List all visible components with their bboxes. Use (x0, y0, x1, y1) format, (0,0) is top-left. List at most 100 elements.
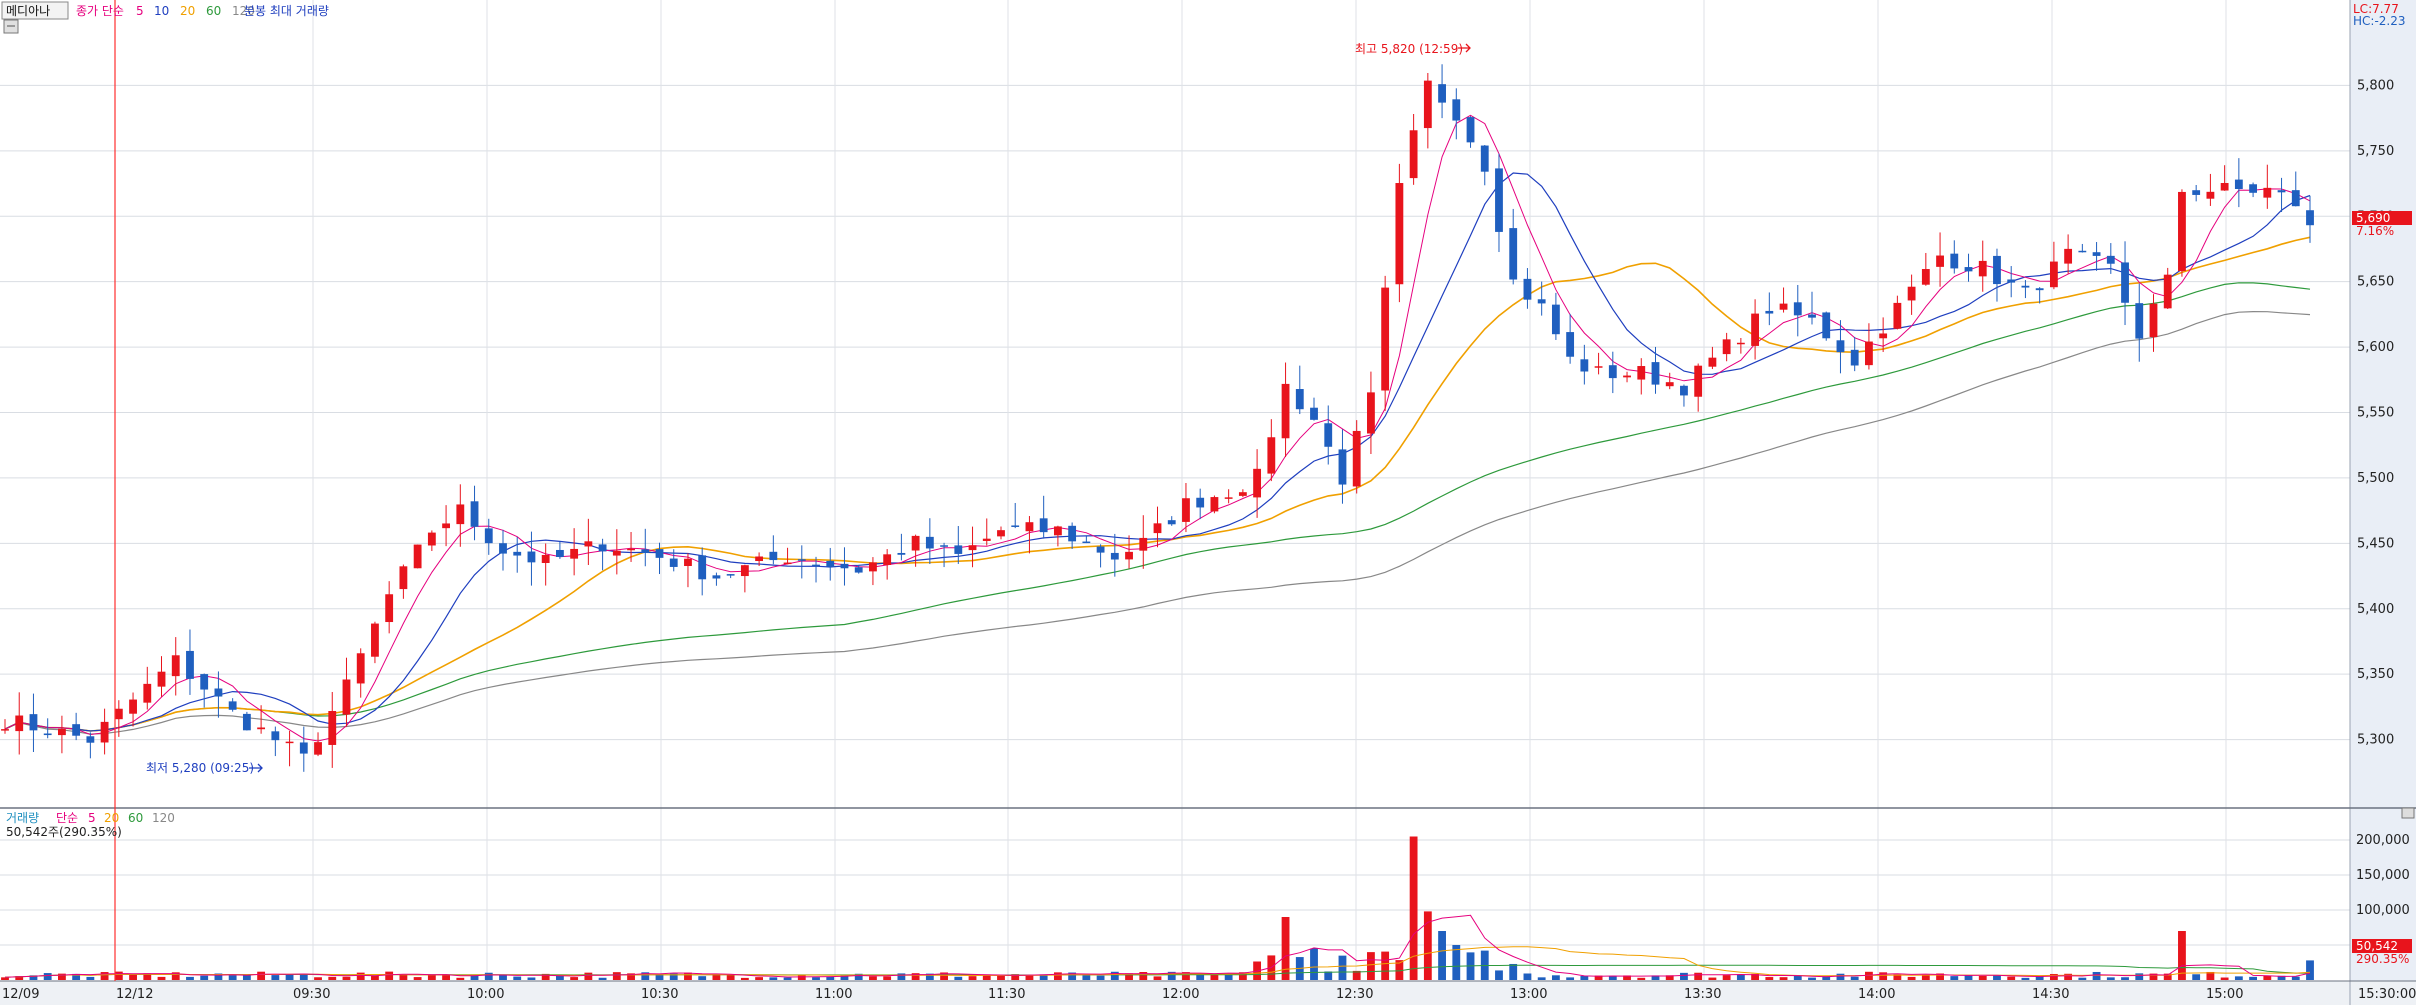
volume-bar[interactable] (399, 974, 408, 980)
candle[interactable] (897, 533, 906, 561)
volume-bar[interactable] (740, 977, 749, 980)
volume-bar[interactable] (1950, 976, 1959, 980)
volume-bar[interactable] (1708, 977, 1717, 980)
volume-bar[interactable] (2135, 973, 2144, 980)
volume-bar[interactable] (1381, 951, 1390, 980)
volume-bar[interactable] (1281, 917, 1290, 980)
candle[interactable] (612, 529, 621, 575)
candle[interactable] (1367, 371, 1375, 455)
candle[interactable] (997, 526, 1005, 540)
volume-bar[interactable] (997, 975, 1005, 980)
volume-bar[interactable] (2092, 971, 2101, 980)
volume-bar[interactable] (456, 977, 465, 980)
volume-bar[interactable] (1011, 974, 1020, 980)
candle[interactable] (2263, 164, 2272, 209)
price-legend-prefix[interactable]: 종가 단순 (76, 4, 124, 18)
candle[interactable] (2163, 267, 2172, 310)
candle[interactable] (1751, 299, 1760, 360)
volume-bar[interactable] (826, 976, 835, 980)
candle[interactable] (1537, 281, 1546, 316)
volume-bar[interactable] (1352, 970, 1361, 980)
candle[interactable] (1651, 346, 1660, 394)
volume-bar[interactable] (58, 973, 66, 980)
volume-bar[interactable] (840, 975, 849, 980)
candle[interactable] (1765, 292, 1774, 326)
candle[interactable] (58, 715, 66, 754)
volume-bar[interactable] (1651, 975, 1660, 980)
candle[interactable] (1736, 337, 1745, 354)
candle[interactable] (2078, 243, 2087, 253)
volume-bar[interactable] (2149, 973, 2158, 980)
candle[interactable] (1053, 525, 1062, 547)
candle[interactable] (1438, 64, 1446, 119)
candle[interactable] (1865, 323, 1873, 370)
candle[interactable] (570, 528, 579, 576)
volume-bar[interactable] (2035, 976, 2044, 980)
volume-bar[interactable] (2106, 977, 2115, 980)
volume-bar[interactable] (555, 975, 564, 980)
candle[interactable] (1096, 544, 1105, 568)
volume-bar[interactable] (86, 976, 95, 980)
candle[interactable] (1779, 287, 1788, 313)
candle[interactable] (1708, 346, 1717, 370)
candle[interactable] (143, 666, 152, 710)
volume-bar[interactable] (897, 973, 906, 980)
candle[interactable] (869, 557, 877, 586)
candle[interactable] (797, 545, 806, 579)
volume-bar[interactable] (29, 975, 38, 980)
candle[interactable] (954, 526, 963, 564)
candle[interactable] (1993, 248, 2001, 302)
volume-bar[interactable] (1238, 972, 1247, 980)
candle[interactable] (2135, 283, 2144, 362)
candle[interactable] (1125, 535, 1133, 569)
volume-ma-legend[interactable]: 5 20 60 120 (88, 811, 175, 825)
candle[interactable] (484, 518, 493, 555)
volume-bar[interactable] (1210, 974, 1219, 980)
candle[interactable] (1480, 144, 1489, 186)
candle[interactable] (1281, 362, 1290, 458)
candle[interactable] (1850, 336, 1859, 372)
volume-legend-prefix[interactable]: 거래량 (6, 811, 39, 825)
volume-bar[interactable] (186, 976, 194, 980)
volume-bar[interactable] (812, 977, 820, 980)
candle[interactable] (15, 692, 24, 755)
volume-bar[interactable] (612, 972, 621, 980)
volume-bar[interactable] (684, 972, 692, 980)
price-ma-label[interactable]: 10 (154, 4, 169, 18)
candle[interactable] (669, 549, 678, 572)
volume-bar[interactable] (442, 974, 450, 980)
candle[interactable] (1224, 489, 1233, 504)
candle[interactable] (769, 535, 778, 565)
volume-bar[interactable] (1608, 975, 1617, 980)
candle[interactable] (427, 530, 436, 551)
candle[interactable] (1452, 88, 1461, 140)
candle[interactable] (1680, 384, 1688, 407)
volume-bar[interactable] (1196, 973, 1205, 980)
candle[interactable] (925, 518, 934, 565)
volume-bar[interactable] (1324, 971, 1333, 980)
volume-bar[interactable] (869, 976, 877, 980)
volume-bar[interactable] (1125, 973, 1133, 980)
candle[interactable] (299, 726, 308, 772)
candle[interactable] (43, 718, 52, 739)
candle[interactable] (1822, 311, 1831, 341)
candle[interactable] (541, 543, 550, 586)
candle[interactable] (1153, 506, 1162, 548)
candle[interactable] (1594, 352, 1603, 375)
extra-legend[interactable]: 분봉 최대 거래량 (244, 4, 329, 18)
candle[interactable] (1509, 208, 1518, 285)
candle[interactable] (242, 711, 251, 731)
volume-bar[interactable] (271, 975, 280, 980)
candle[interactable] (1978, 240, 1987, 292)
candle[interactable] (783, 547, 792, 565)
volume-bar[interactable] (2291, 976, 2300, 980)
volume-bar[interactable] (1025, 975, 1034, 980)
volume-bar[interactable] (1751, 973, 1760, 980)
candle[interactable] (584, 518, 593, 565)
candle[interactable] (513, 536, 522, 573)
candle[interactable] (812, 556, 820, 583)
volume-bar[interactable] (342, 976, 351, 980)
candle[interactable] (314, 732, 322, 757)
volume-bar[interactable] (584, 972, 593, 980)
volume-bar[interactable] (883, 976, 892, 980)
